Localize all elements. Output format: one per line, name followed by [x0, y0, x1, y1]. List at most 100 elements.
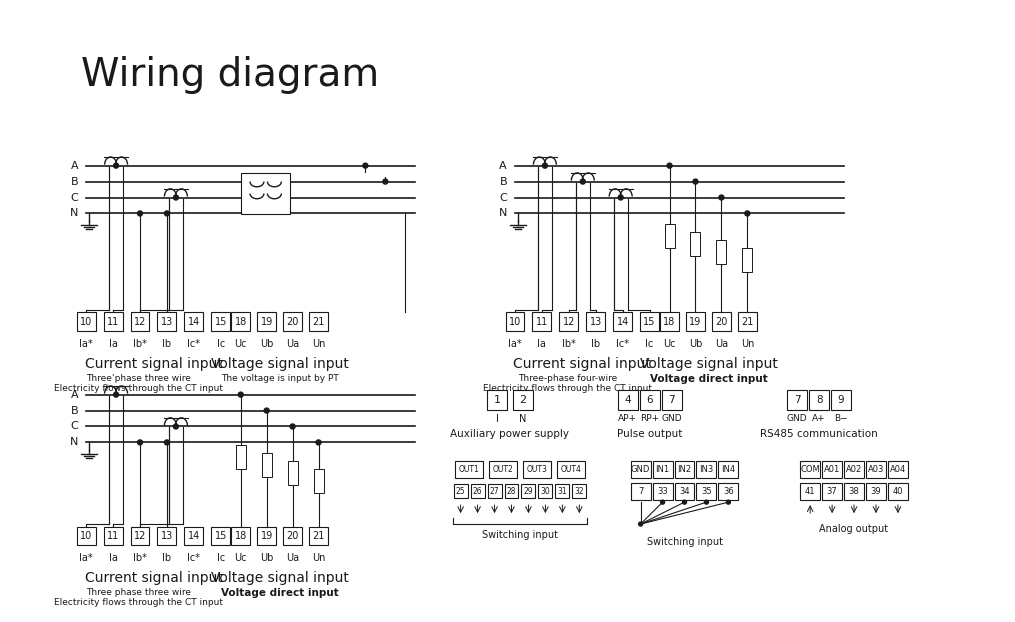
Text: 32: 32: [574, 486, 584, 496]
Bar: [185, 527, 203, 545]
Bar: [454, 484, 468, 498]
Text: 29: 29: [524, 486, 533, 496]
Bar: [523, 461, 551, 478]
Text: 33: 33: [657, 486, 668, 496]
Text: 18: 18: [234, 317, 247, 327]
Text: OUT1: OUT1: [459, 465, 479, 474]
Text: 10: 10: [80, 317, 92, 327]
Text: Ic*: Ic*: [188, 553, 200, 563]
Text: Three-phase four-wire: Three-phase four-wire: [518, 374, 617, 383]
Bar: [630, 483, 651, 499]
Text: N: N: [520, 414, 527, 424]
Circle shape: [581, 179, 586, 184]
Circle shape: [618, 195, 623, 200]
Text: Switching input: Switching input: [647, 537, 723, 547]
Circle shape: [264, 408, 269, 413]
Bar: [690, 232, 700, 256]
Bar: [717, 240, 727, 264]
Text: 15: 15: [644, 317, 656, 327]
Text: 20: 20: [286, 317, 298, 327]
Text: RP+: RP+: [640, 414, 659, 422]
Text: Switching input: Switching input: [482, 530, 558, 540]
Text: B−: B−: [834, 414, 848, 422]
Circle shape: [704, 500, 708, 504]
Circle shape: [667, 163, 672, 168]
Circle shape: [363, 163, 367, 168]
Text: Un: Un: [312, 553, 325, 563]
Text: 10: 10: [509, 317, 521, 327]
Text: 15: 15: [214, 531, 227, 541]
Bar: [822, 483, 842, 499]
Text: A02: A02: [845, 465, 862, 474]
Text: 21: 21: [313, 531, 325, 541]
Text: Ub: Ub: [260, 339, 273, 349]
Text: Pulse output: Pulse output: [617, 429, 682, 440]
Bar: [831, 389, 851, 409]
Text: Ub: Ub: [689, 339, 702, 349]
Bar: [455, 461, 483, 478]
Text: N: N: [498, 208, 508, 218]
Bar: [809, 389, 829, 409]
Bar: [800, 461, 820, 478]
Text: Voltage signal input: Voltage signal input: [211, 571, 348, 585]
Bar: [309, 312, 328, 332]
Circle shape: [638, 522, 642, 526]
Text: 13: 13: [590, 317, 602, 327]
Text: 28: 28: [506, 486, 517, 496]
Text: 30: 30: [541, 486, 550, 496]
Bar: [696, 461, 717, 478]
Bar: [489, 461, 517, 478]
Bar: [242, 173, 290, 215]
Text: Analog output: Analog output: [819, 524, 888, 534]
Text: A01: A01: [824, 465, 840, 474]
Text: 12: 12: [134, 317, 146, 327]
Bar: [487, 389, 508, 409]
Text: A: A: [499, 160, 508, 170]
Text: 11: 11: [536, 317, 548, 327]
Text: 31: 31: [557, 486, 567, 496]
Text: 18: 18: [664, 317, 676, 327]
Text: 40: 40: [892, 486, 903, 496]
Bar: [613, 312, 632, 332]
Text: A03: A03: [868, 465, 884, 474]
Text: 35: 35: [701, 486, 712, 496]
Bar: [504, 484, 519, 498]
Bar: [104, 527, 123, 545]
Bar: [844, 483, 864, 499]
Bar: [538, 484, 552, 498]
Bar: [866, 483, 886, 499]
Text: 11: 11: [107, 531, 119, 541]
Bar: [844, 461, 864, 478]
Text: Ic: Ic: [646, 339, 654, 349]
Text: 12: 12: [562, 317, 576, 327]
Text: IN2: IN2: [677, 465, 691, 474]
Text: Ib*: Ib*: [133, 339, 147, 349]
Text: Ib*: Ib*: [562, 339, 576, 349]
Circle shape: [383, 179, 388, 184]
Text: C: C: [70, 193, 78, 203]
Text: Current signal input: Current signal input: [514, 357, 652, 371]
Text: AP+: AP+: [618, 414, 637, 422]
Bar: [257, 312, 276, 332]
Text: IN3: IN3: [699, 465, 714, 474]
Circle shape: [316, 440, 321, 445]
Bar: [211, 527, 230, 545]
Text: 14: 14: [188, 317, 200, 327]
Text: Ua: Ua: [715, 339, 728, 349]
Text: 18: 18: [234, 531, 247, 541]
Bar: [505, 312, 525, 332]
Text: 2: 2: [520, 394, 527, 404]
Text: A04: A04: [890, 465, 906, 474]
Text: 12: 12: [134, 531, 146, 541]
Text: The voltage is input by PT: The voltage is input by PT: [220, 374, 338, 383]
Bar: [719, 483, 738, 499]
Text: IN4: IN4: [722, 465, 736, 474]
Text: GND: GND: [631, 465, 651, 474]
Text: 27: 27: [489, 486, 499, 496]
Text: OUT4: OUT4: [560, 465, 582, 474]
Text: Auxiliary power supply: Auxiliary power supply: [451, 429, 569, 440]
Text: 14: 14: [188, 531, 200, 541]
Bar: [675, 461, 694, 478]
Circle shape: [174, 195, 179, 200]
Bar: [557, 461, 585, 478]
